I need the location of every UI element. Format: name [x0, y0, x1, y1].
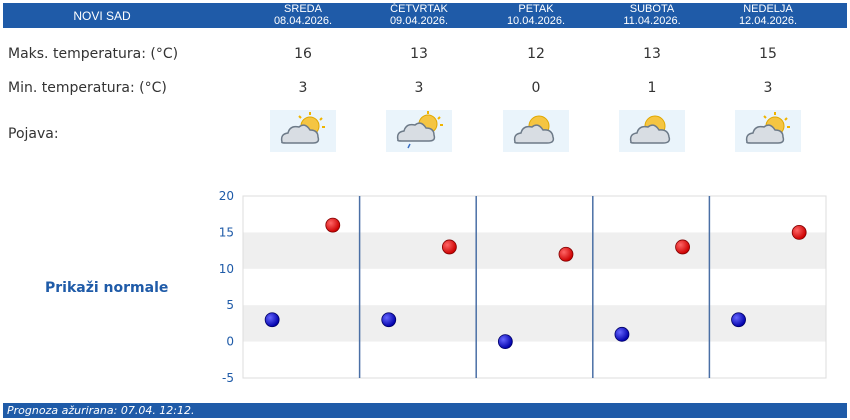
y-tick-label: 20 — [219, 189, 234, 203]
phenomenon-label: Pojava: — [8, 126, 59, 142]
min-temperature-point — [497, 334, 513, 350]
max-temperature-point — [441, 239, 457, 255]
forecast-updated-text: Prognoza ažurirana: 07.04. 12:12. — [3, 403, 847, 418]
max-temperature-point — [791, 225, 807, 240]
min-temperature-point — [381, 312, 397, 328]
min-temperature-value: 0 — [531, 80, 541, 96]
min-temperature-value: 1 — [647, 80, 657, 96]
sun-cloud-rain-icon — [386, 110, 452, 152]
day-name: PETAK — [518, 3, 554, 15]
sun-cloud-icon — [270, 110, 336, 152]
day-column-header: ČETVRTAK 09.04.2026. — [359, 3, 479, 28]
max-temperature-label: Maks. temperatura: (°C) — [8, 46, 179, 62]
y-tick-label: -5 — [222, 371, 234, 385]
sun-cloud-icon — [735, 110, 801, 152]
max-temperature-value: 16 — [294, 46, 312, 62]
y-tick-label: 5 — [226, 298, 234, 312]
day-name: SREDA — [284, 3, 322, 15]
day-name: ČETVRTAK — [390, 3, 448, 15]
day-date: 09.04.2026. — [389, 15, 449, 27]
chart-band — [243, 232, 826, 269]
min-temperature-point — [614, 326, 630, 342]
max-temperature-value: 15 — [759, 46, 777, 62]
day-date: 10.04.2026. — [506, 15, 566, 27]
max-temperature-value: 12 — [527, 46, 545, 62]
plot-frame — [242, 195, 827, 379]
city-name: NOVI SAD — [73, 9, 131, 23]
min-temperature-point — [731, 312, 746, 328]
day-name: SUBOTA — [629, 3, 675, 15]
min-temperature-label: Min. temperatura: (°C) — [8, 80, 167, 96]
y-tick-label: 15 — [219, 225, 234, 239]
chart-band — [243, 305, 826, 342]
min-temperature-value: 3 — [298, 80, 308, 96]
max-temperature-value: 13 — [643, 46, 661, 62]
min-temperature-value: 3 — [763, 80, 773, 96]
day-name: NEDELJA — [743, 3, 793, 15]
forecast-header: NOVI SAD SREDA 08.04.2026. ČETVRTAK 09.0… — [3, 3, 847, 28]
sun-cloud-icon — [619, 110, 685, 152]
y-tick-label: 0 — [226, 335, 234, 349]
day-column-header: SUBOTA 11.04.2026. — [592, 3, 712, 28]
max-temperature-point — [325, 217, 341, 233]
day-column-header: PETAK 10.04.2026. — [476, 3, 596, 28]
day-date: 08.04.2026. — [273, 15, 333, 27]
day-date: 12.04.2026. — [738, 15, 798, 27]
max-temperature-value: 13 — [410, 46, 428, 62]
day-column-header: NEDELJA 12.04.2026. — [708, 3, 828, 28]
day-date: 11.04.2026. — [623, 15, 681, 27]
max-temperature-point — [675, 239, 690, 255]
min-temperature-point — [264, 312, 280, 328]
day-column-header: SREDA 08.04.2026. — [243, 3, 363, 28]
sun-cloud-icon — [503, 110, 569, 152]
show-normals-link[interactable]: Prikaži normale — [45, 280, 169, 296]
y-tick-label: 10 — [219, 262, 234, 276]
min-temperature-value: 3 — [414, 80, 424, 96]
temperature-chart: 20 15 10 5 0 -5 — [219, 189, 827, 385]
max-temperature-point — [558, 246, 574, 262]
